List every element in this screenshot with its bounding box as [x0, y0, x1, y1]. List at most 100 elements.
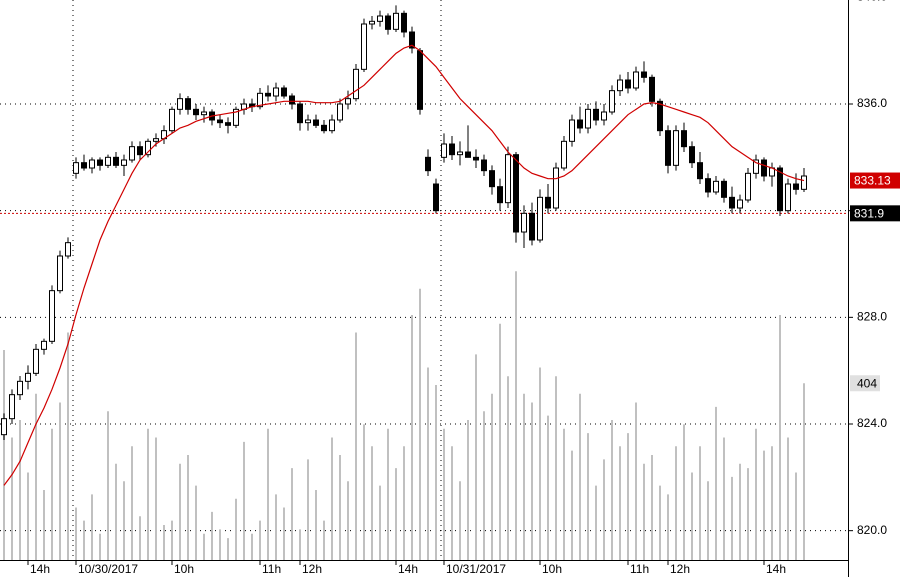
volume-bar	[411, 315, 413, 560]
candle-body	[457, 151, 463, 156]
volume-bar	[499, 323, 501, 560]
volume-bar	[187, 455, 189, 560]
volume-bar	[779, 315, 781, 560]
candle-body	[201, 111, 207, 116]
volume-bar	[683, 424, 685, 560]
volume-bar	[579, 393, 581, 560]
candle-body	[25, 372, 31, 382]
volume-bar	[723, 437, 725, 560]
volume-bar	[547, 415, 549, 560]
candle-body	[601, 111, 607, 121]
candle-body	[433, 183, 439, 212]
candle-body	[369, 20, 375, 25]
candle-body	[81, 162, 87, 169]
candle-body	[393, 12, 399, 30]
volume-bar	[483, 411, 485, 560]
volume-bar	[451, 446, 453, 560]
candle-body	[225, 122, 231, 126]
candle-body	[401, 12, 407, 33]
candle-body	[737, 199, 743, 209]
candle-body	[121, 159, 127, 166]
volume-bar	[739, 463, 741, 560]
volume-bar	[523, 393, 525, 560]
volume-bar	[515, 271, 517, 560]
candle-body	[665, 130, 671, 166]
volume-bar	[235, 498, 237, 560]
candle-body	[265, 92, 271, 97]
volume-bar	[339, 455, 341, 560]
volume-bar	[219, 529, 221, 560]
candle-body	[49, 290, 55, 342]
volume-bar	[251, 533, 253, 560]
candle-body	[609, 90, 615, 113]
candle-body	[649, 76, 655, 102]
volume-bar	[675, 446, 677, 560]
x-tick-label: 11h	[262, 562, 281, 576]
volume-tag-label: 404	[857, 376, 877, 390]
candle-body	[617, 79, 623, 92]
x-tick-label: 14h	[766, 562, 786, 576]
candle-body	[577, 119, 583, 129]
candle-body	[9, 394, 15, 420]
candle-body	[529, 212, 535, 241]
candle-body	[785, 183, 791, 212]
candle-body	[233, 108, 239, 126]
candle-body	[41, 340, 47, 350]
candle-body	[129, 146, 135, 161]
volume-bar	[555, 376, 557, 560]
candle-body	[689, 146, 695, 164]
candle-body	[73, 162, 79, 174]
candle-body	[185, 98, 191, 110]
candle-body	[761, 159, 767, 177]
y-tick-label: 824.0	[857, 416, 887, 430]
volume-bar	[803, 383, 805, 560]
volume-bar	[195, 485, 197, 560]
volume-bar	[443, 428, 445, 560]
volume-bar	[355, 332, 357, 560]
x-tick-label: 14h	[30, 562, 50, 576]
candle-body	[1, 418, 7, 436]
volume-bar	[651, 455, 653, 560]
candle-body	[57, 255, 63, 292]
candle-body	[289, 95, 295, 105]
volume-bar	[107, 411, 109, 560]
candle-body	[553, 167, 559, 209]
price-tag-label: 833.13	[854, 174, 891, 188]
volume-bar	[115, 463, 117, 560]
candle-body	[713, 180, 719, 193]
volume-bar	[331, 437, 333, 560]
volume-tag	[850, 375, 880, 392]
volume-bar	[691, 472, 693, 560]
candle-body	[729, 196, 735, 209]
candle-body	[305, 119, 311, 124]
volume-bar	[259, 520, 261, 560]
candle-body	[353, 68, 359, 100]
volume-bar	[323, 520, 325, 560]
volume-bar	[491, 393, 493, 560]
volume-bar	[83, 520, 85, 560]
x-tick-label: 11h	[630, 562, 649, 576]
x-tick-label: 12h	[302, 562, 322, 576]
candle-body	[793, 183, 799, 190]
volume-bar	[667, 494, 669, 560]
volume-bar	[755, 428, 757, 560]
volume-bar	[227, 538, 229, 560]
volume-bar	[291, 468, 293, 560]
volume-bar	[67, 332, 69, 560]
candle-body	[17, 380, 23, 396]
volume-bar	[699, 446, 701, 560]
volume-bar	[539, 367, 541, 560]
volume-bar	[155, 437, 157, 560]
volume-bar	[763, 450, 765, 560]
volume-bar	[75, 507, 77, 560]
moving-average	[3, 44, 805, 486]
volume-bar	[347, 481, 349, 560]
candle-body	[465, 151, 471, 158]
volume-bar	[307, 459, 309, 560]
candle-body	[641, 71, 647, 78]
candle-body	[657, 100, 663, 132]
candle-body	[673, 130, 679, 166]
price-tag	[850, 205, 900, 222]
volume-bar	[35, 393, 37, 560]
